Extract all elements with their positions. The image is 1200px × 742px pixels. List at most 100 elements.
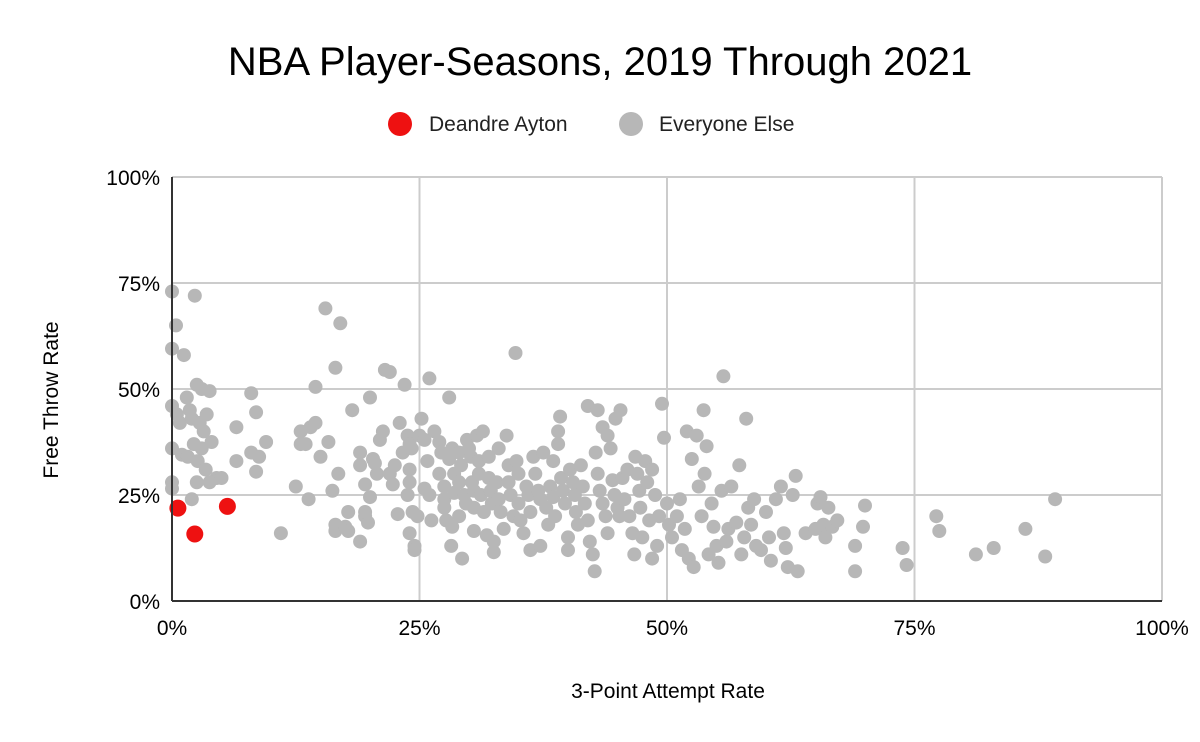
point-everyone-else — [422, 371, 437, 386]
point-everyone-else — [635, 530, 650, 545]
point-everyone-else — [194, 441, 209, 456]
point-everyone-else — [402, 475, 417, 490]
point-everyone-else — [536, 445, 551, 460]
point-everyone-else — [563, 462, 577, 477]
point-everyone-else — [499, 428, 514, 443]
point-everyone-else — [617, 492, 632, 507]
point-everyone-else — [699, 439, 714, 454]
point-everyone-else — [369, 466, 384, 481]
point-everyone-else — [491, 441, 506, 456]
point-everyone-else — [739, 411, 754, 426]
point-everyone-else — [424, 513, 439, 528]
point-everyone-else — [856, 519, 870, 534]
point-everyone-else — [392, 415, 407, 430]
y-tick-label: 100% — [106, 167, 160, 190]
point-everyone-else — [655, 396, 669, 411]
point-everyone-else — [179, 390, 194, 405]
point-everyone-else — [496, 521, 511, 536]
y-tick-label: 75% — [118, 273, 160, 296]
point-everyone-else — [249, 405, 264, 420]
legend-marker-deandre-ayton — [388, 112, 412, 136]
point-everyone-else — [308, 415, 323, 430]
point-everyone-else — [400, 488, 415, 502]
point-everyone-else — [595, 496, 610, 511]
point-everyone-else — [444, 538, 459, 553]
point-everyone-else — [694, 509, 709, 524]
point-everyone-else — [773, 479, 788, 494]
point-everyone-else — [587, 564, 602, 579]
point-everyone-else — [249, 464, 264, 479]
legend-label-everyone-else: Everyone Else — [659, 113, 794, 136]
point-everyone-else — [600, 526, 615, 541]
point-everyone-else — [422, 488, 437, 502]
point-everyone-else — [704, 496, 719, 511]
point-everyone-else — [432, 466, 447, 481]
point-everyone-else — [363, 490, 377, 505]
point-everyone-else — [402, 526, 417, 541]
point-everyone-else — [229, 454, 244, 469]
x-tick-label: 100% — [1135, 617, 1189, 640]
point-everyone-else — [491, 492, 506, 507]
point-everyone-else — [590, 403, 605, 418]
point-everyone-else — [385, 477, 400, 492]
point-everyone-else — [648, 488, 663, 502]
point-everyone-else — [176, 348, 191, 363]
point-everyone-else — [582, 534, 597, 549]
point-everyone-else — [402, 462, 417, 477]
point-everyone-else — [187, 288, 202, 303]
point-everyone-else — [298, 437, 313, 452]
point-everyone-else — [199, 407, 214, 422]
point-everyone-else — [288, 479, 303, 494]
point-everyone-else — [556, 483, 570, 498]
point-everyone-else — [404, 441, 419, 456]
point-everyone-else — [645, 462, 660, 477]
point-everyone-else — [328, 360, 343, 375]
point-everyone-else — [1048, 492, 1063, 507]
point-everyone-else — [645, 551, 660, 566]
point-everyone-else — [358, 477, 373, 492]
point-everyone-else — [818, 530, 833, 545]
point-everyone-else — [204, 435, 219, 449]
point-everyone-else — [353, 534, 368, 549]
point-everyone-else — [229, 420, 244, 435]
point-everyone-else — [390, 507, 405, 522]
point-everyone-else — [790, 564, 805, 579]
point-everyone-else — [345, 403, 360, 418]
point-everyone-else — [318, 301, 333, 316]
point-everyone-else — [592, 483, 607, 498]
point-everyone-else — [442, 452, 457, 466]
point-everyone-else — [848, 538, 863, 553]
point-everyone-else — [341, 524, 356, 538]
point-everyone-else — [523, 505, 538, 519]
point-everyone-else — [420, 454, 435, 469]
point-everyone-else — [627, 547, 642, 562]
point-everyone-else — [568, 505, 583, 519]
point-everyone-else — [172, 415, 187, 430]
point-everyone-else — [259, 435, 274, 449]
point-everyone-else — [198, 462, 213, 477]
x-tick-label: 75% — [893, 617, 935, 640]
point-everyone-else — [677, 521, 692, 536]
point-everyone-else — [716, 369, 731, 384]
legend-label-deandre-ayton: Deandre Ayton — [429, 113, 568, 136]
point-everyone-else — [244, 386, 259, 401]
point-everyone-else — [558, 496, 572, 511]
point-everyone-else — [561, 530, 575, 545]
point-everyone-else — [1018, 521, 1033, 536]
x-axis-label: 3-Point Attempt Rate — [571, 680, 765, 703]
point-everyone-else — [612, 509, 627, 524]
point-everyone-else — [511, 496, 526, 511]
point-deandre-ayton — [169, 499, 187, 517]
point-everyone-else — [697, 466, 712, 481]
point-everyone-else — [437, 500, 452, 515]
point-everyone-else — [325, 483, 340, 498]
point-everyone-else — [508, 346, 523, 360]
point-everyone-else — [706, 519, 721, 534]
point-everyone-else — [273, 526, 288, 541]
point-deandre-ayton — [186, 525, 204, 543]
point-everyone-else — [561, 543, 575, 558]
point-everyone-else — [657, 430, 671, 445]
point-everyone-else — [633, 500, 648, 515]
point-everyone-else — [603, 441, 618, 456]
